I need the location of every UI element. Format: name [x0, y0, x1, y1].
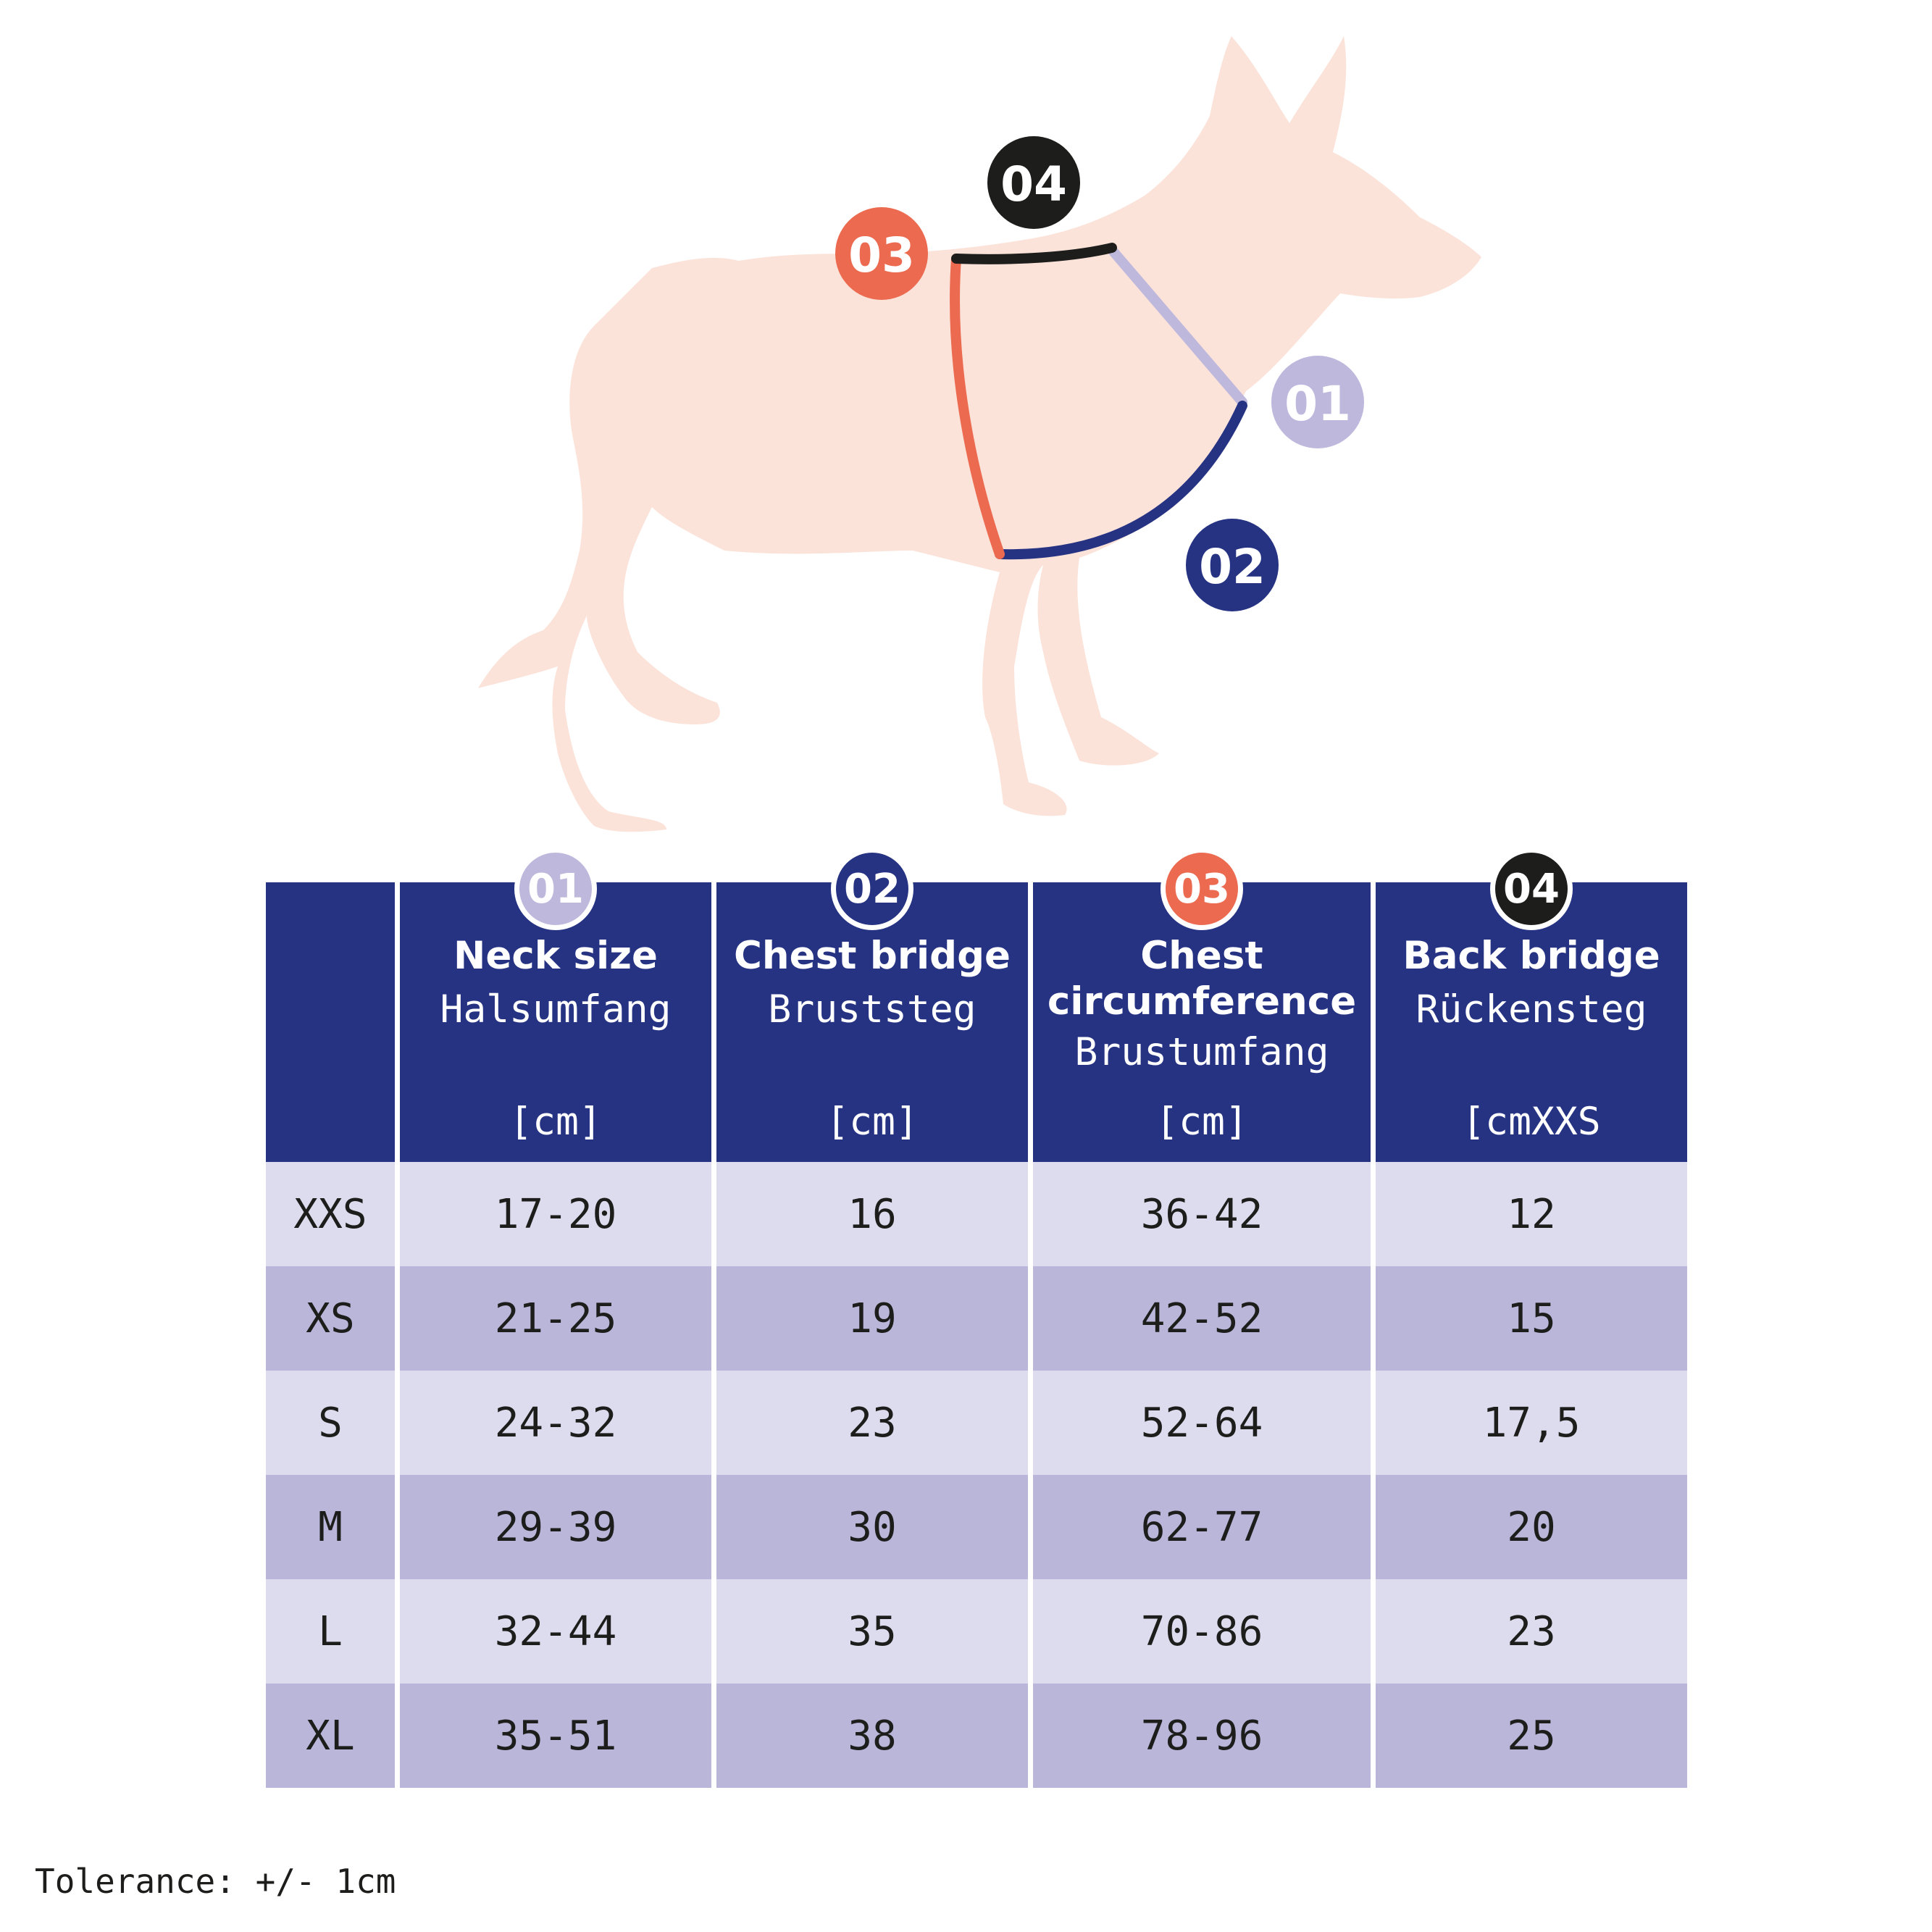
header-title-de: Bruststeg	[768, 987, 977, 1032]
header-unit: [cm]	[1155, 1100, 1248, 1144]
chest-circumference-value: 52-64	[1033, 1371, 1371, 1475]
marker-01: 01	[1271, 356, 1364, 448]
neck-value: 32-44	[400, 1579, 711, 1684]
chest-bridge-measure-line	[995, 401, 1247, 560]
size-label: XS	[266, 1266, 395, 1371]
header-title-en-line1: Chest	[1140, 934, 1263, 978]
chest-circumference-value: 70-86	[1033, 1579, 1371, 1684]
size-label: XL	[266, 1684, 395, 1788]
size-table: 01 Neck size Halsumfang [cm] 02 Chest br…	[266, 848, 1687, 1788]
header-unit: [cm]	[509, 1100, 602, 1144]
tolerance-note: Tolerance: +/- 1cm	[35, 1862, 396, 1901]
back-bridge-value: 23	[1376, 1579, 1687, 1684]
neck-value: 35-51	[400, 1684, 711, 1788]
header-title-de: Rückensteg	[1415, 987, 1647, 1032]
header-chest-bridge: 02 Chest bridge Bruststeg [cm]	[716, 848, 1028, 1162]
neck-measure-line	[1107, 245, 1247, 407]
header-title-en: Back bridge	[1402, 934, 1660, 978]
header-size-column	[266, 882, 395, 1162]
marker-04: 04	[987, 136, 1080, 229]
chest-circumference-value: 78-96	[1033, 1684, 1371, 1788]
back-bridge-value: 15	[1376, 1266, 1687, 1371]
header-unit: [cm]	[826, 1100, 919, 1144]
back-bridge-value: 20	[1376, 1475, 1687, 1579]
header-title-en-line2: circumference	[1047, 979, 1357, 1024]
chest-bridge-value: 35	[716, 1579, 1028, 1684]
header-unit: [cmXXS	[1462, 1100, 1601, 1144]
badge-04: 04	[1490, 848, 1573, 930]
header-title-de: Halsumfang	[440, 987, 672, 1032]
back-bridge-value: 12	[1376, 1162, 1687, 1266]
badge-02: 02	[831, 848, 913, 930]
neck-value: 17-20	[400, 1162, 711, 1266]
marker-03-label: 03	[848, 227, 915, 283]
badge-03: 03	[1161, 848, 1243, 930]
marker-01-label: 01	[1284, 376, 1351, 432]
header-chest-circumference: 03 Chest circumference Brustumfang [cm]	[1033, 848, 1371, 1162]
neck-value: 21-25	[400, 1266, 711, 1371]
size-label: S	[266, 1371, 395, 1475]
dog-silhouette	[478, 36, 1481, 832]
chest-circumference-measure-line	[950, 254, 1005, 559]
header-title-en: Chest bridge	[734, 934, 1011, 978]
size-label: L	[266, 1579, 395, 1684]
chest-bridge-value: 16	[716, 1162, 1028, 1266]
header-back-bridge: 04 Back bridge Rückensteg [cmXXS	[1376, 848, 1687, 1162]
marker-04-label: 04	[1000, 156, 1067, 212]
back-bridge-measure-line	[951, 243, 1117, 264]
dog-measurement-figure: 01 02 03 04	[478, 36, 1481, 832]
header-title-en: Neck size	[453, 934, 658, 978]
chest-circumference-value: 42-52	[1033, 1266, 1371, 1371]
chest-bridge-value: 19	[716, 1266, 1028, 1371]
header-title-de: Brustumfang	[1074, 1030, 1329, 1074]
header-neck-size: 01 Neck size Halsumfang [cm]	[400, 848, 711, 1162]
neck-value: 29-39	[400, 1475, 711, 1579]
back-bridge-value: 17,5	[1376, 1371, 1687, 1475]
back-bridge-value: 25	[1376, 1684, 1687, 1788]
chest-bridge-value: 23	[716, 1371, 1028, 1475]
size-label: M	[266, 1475, 395, 1579]
marker-02-label: 02	[1199, 539, 1266, 595]
neck-value: 24-32	[400, 1371, 711, 1475]
badge-01: 01	[514, 848, 597, 930]
marker-02: 02	[1186, 519, 1279, 611]
marker-03: 03	[835, 207, 928, 300]
chest-circumference-value: 62-77	[1033, 1475, 1371, 1579]
chest-bridge-value: 30	[716, 1475, 1028, 1579]
chest-bridge-value: 38	[716, 1684, 1028, 1788]
size-label: XXS	[266, 1162, 395, 1266]
chest-circumference-value: 36-42	[1033, 1162, 1371, 1266]
